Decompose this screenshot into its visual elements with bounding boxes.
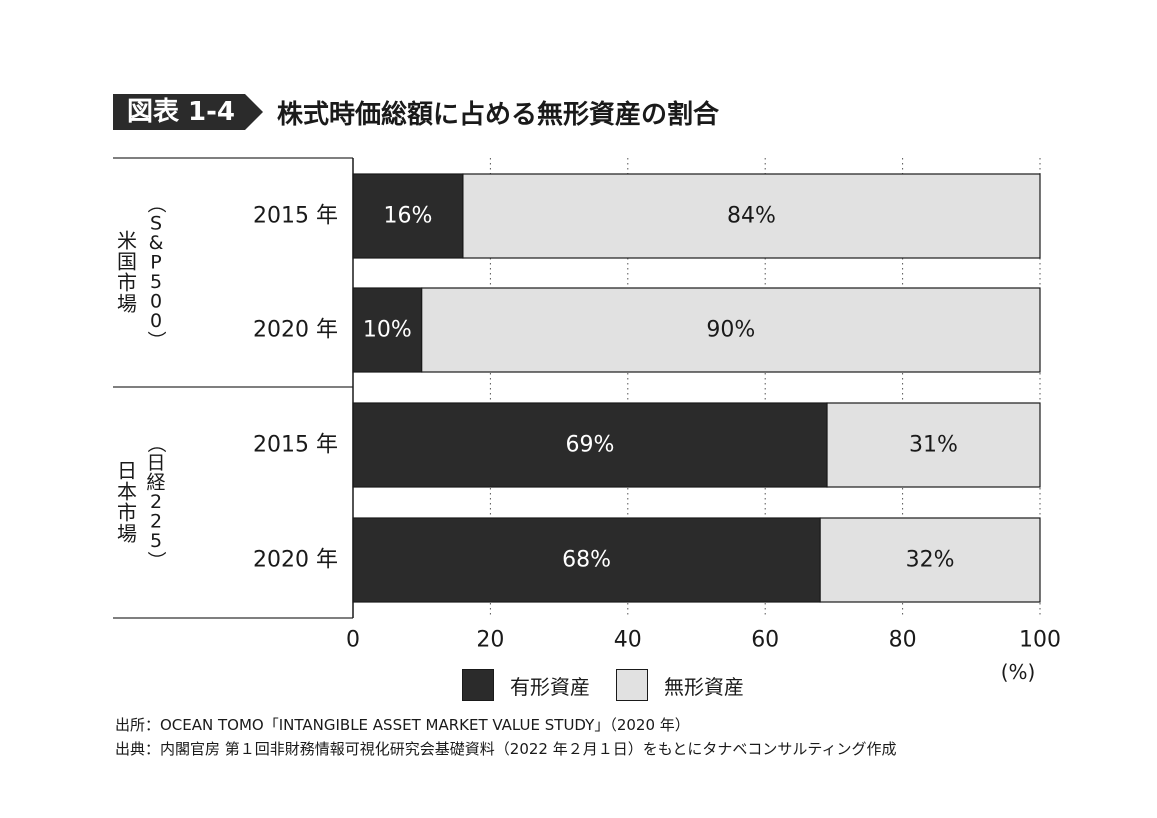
- group-name-char-1-0: 日: [117, 459, 137, 483]
- x-tick-label-60: 60: [751, 628, 779, 653]
- group-sub-char-1-2: 経: [146, 472, 165, 494]
- data-label-intangible-0: 84%: [727, 204, 776, 229]
- x-tick-label-0: 0: [346, 628, 360, 653]
- group-sub-char-0-6: 0: [150, 310, 162, 332]
- group-name-char-1-3: 場: [117, 522, 137, 546]
- legend-swatch-intangible: [616, 669, 648, 701]
- group-sub-char-0-2: &: [149, 232, 164, 254]
- source-note: 出所：OCEAN TOMO「INTANGIBLE ASSET MARKET VA…: [115, 716, 690, 734]
- bar-intangible-3: [819, 517, 1041, 603]
- bar-intangible-2: [826, 402, 1041, 488]
- figure-header: 図表 1-4 株式時価総額に占める無形資産の割合: [113, 92, 719, 132]
- group-name-char-0-1: 国: [117, 250, 137, 274]
- bar-tangible-0: [352, 173, 464, 259]
- group-sub-char-0-7: ）: [145, 331, 167, 350]
- category-label-2: 2015 年: [253, 433, 338, 458]
- data-label-intangible-3: 32%: [906, 548, 955, 573]
- group-sub-char-0-5: 0: [150, 290, 162, 312]
- group-sub-char-0-4: 5: [150, 271, 162, 293]
- legend-swatch-tangible: [462, 669, 494, 701]
- bar-tangible-1: [352, 287, 423, 373]
- legend-item-intangible: 無形資産: [616, 669, 744, 701]
- data-label-tangible-3: 68%: [562, 548, 611, 573]
- category-label-3: 2020 年: [253, 548, 338, 573]
- data-label-tangible-0: 16%: [384, 204, 433, 229]
- x-tick-label-20: 20: [476, 628, 504, 653]
- group-sub-char-1-1: 日: [146, 452, 165, 474]
- legend: 有形資産 無形資産: [462, 669, 770, 701]
- group-sub-char-1-5: 5: [150, 530, 162, 552]
- group-sub-char-1-4: 2: [150, 511, 162, 533]
- legend-label-intangible: 無形資産: [664, 674, 744, 699]
- group-sub-char-0-0: （: [145, 194, 167, 213]
- group-name-char-0-0: 米: [117, 229, 137, 253]
- bar-intangible-1: [421, 287, 1041, 373]
- data-label-tangible-1: 10%: [363, 318, 412, 343]
- stacked-bar-chart: 16% 84% 2015 年 10% 90% 2020 年 69% 31% 2015 年 68% 3…: [113, 157, 1061, 684]
- x-tick-label-40: 40: [614, 628, 642, 653]
- x-tick-label-80: 80: [889, 628, 917, 653]
- group-sub-char-0-1: S: [150, 212, 162, 234]
- x-unit-label: (%): [1001, 660, 1036, 684]
- x-tick-label-100: 100: [1019, 628, 1061, 653]
- credit-note: 出典：内閣官房 第１回非財務情報可視化研究会基礎資料（2022 年２月１日）をも…: [115, 740, 897, 758]
- data-label-tangible-2: 69%: [566, 433, 615, 458]
- group-name-char-0-3: 場: [117, 292, 137, 316]
- group-sub-char-1-6: ）: [145, 551, 167, 570]
- group-name-char-1-2: 市: [117, 501, 137, 525]
- group-name-char-0-2: 市: [117, 271, 137, 295]
- category-label-0: 2015 年: [253, 204, 338, 229]
- bar-intangible-0: [462, 173, 1041, 259]
- group-sub-char-1-3: 2: [150, 491, 162, 513]
- data-label-intangible-2: 31%: [909, 433, 958, 458]
- group-sub-char-0-3: P: [150, 251, 161, 273]
- category-label-1: 2020 年: [253, 318, 338, 343]
- bar-tangible-2: [352, 402, 828, 488]
- legend-item-tangible: 有形資産: [462, 669, 590, 701]
- group-name-char-1-1: 本: [117, 480, 137, 504]
- figure-title: 株式時価総額に占める無形資産の割合: [277, 99, 720, 130]
- figure-label: 図表 1-4: [113, 94, 264, 130]
- data-label-intangible-1: 90%: [706, 318, 755, 343]
- group-sub-char-1-0: （: [145, 434, 167, 453]
- legend-label-tangible: 有形資産: [510, 674, 590, 699]
